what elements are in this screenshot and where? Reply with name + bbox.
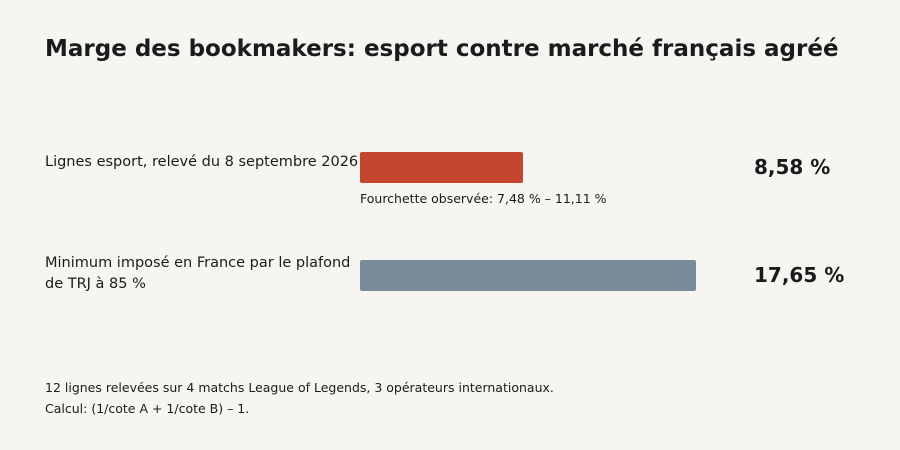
footnote-sample: 12 lignes relevées sur 4 matchs League o… [45,380,554,395]
value-label-esport: 8,58 % [754,155,831,179]
footnote-formula: Calcul: (1/cote A + 1/cote B) – 1. [45,401,250,416]
range-annotation: Fourchette observée: 7,48 % – 11,11 % [360,191,607,206]
value-label-france-minimum: 17,65 % [754,263,845,287]
chart-title: Marge des bookmakers: esport contre marc… [45,36,839,62]
bar-france-minimum [360,260,696,291]
bar-label-france-minimum: Minimum imposé en France par le plafond … [45,255,351,292]
bar-label-esport: Lignes esport, relevé du 8 septembre 202… [45,154,359,170]
bar-esport [360,152,523,183]
